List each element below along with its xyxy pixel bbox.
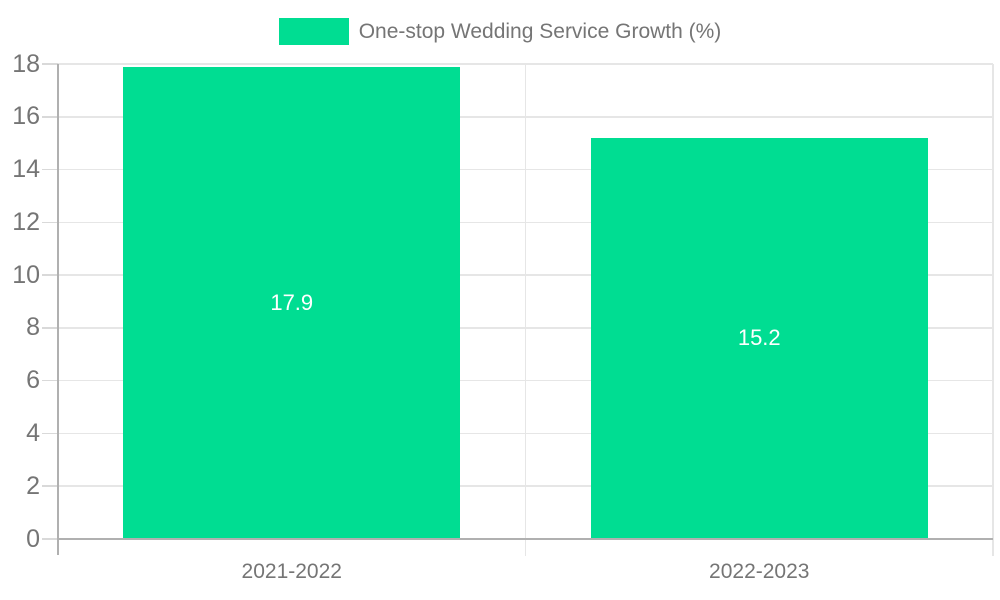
y-axis-tick — [42, 274, 58, 276]
y-axis-tick — [42, 485, 58, 487]
bar[interactable] — [123, 66, 461, 539]
category-boundary-line — [524, 64, 527, 556]
y-axis-tick — [42, 327, 58, 329]
y-axis-label: 4 — [26, 418, 40, 447]
y-axis-label: 18 — [12, 49, 40, 78]
y-axis-label: 2 — [26, 471, 40, 500]
y-axis-tick — [42, 63, 58, 65]
bar-value-label: 15.2 — [737, 325, 781, 351]
legend-label: One-stop Wedding Service Growth (%) — [358, 19, 722, 43]
bar[interactable] — [590, 137, 928, 539]
y-axis-tick — [42, 379, 58, 382]
y-axis-label: 8 — [26, 313, 40, 342]
y-axis-label: 16 — [12, 102, 40, 131]
category-boundary-line — [992, 64, 994, 556]
y-axis-label: 0 — [26, 524, 40, 553]
bar-value-label: 17.9 — [270, 289, 314, 315]
y-axis-line — [57, 64, 59, 555]
y-axis-tick — [42, 432, 58, 435]
y-axis-tick — [42, 221, 58, 224]
y-axis-tick — [42, 168, 58, 171]
x-axis-label: 2022-2023 — [709, 560, 810, 583]
legend[interactable]: One-stop Wedding Service Growth (%) — [0, 18, 1000, 45]
y-axis-label: 10 — [12, 260, 40, 289]
legend-swatch — [278, 18, 349, 45]
y-axis-tick — [42, 538, 58, 540]
y-axis-tick — [42, 116, 58, 118]
x-axis-label: 2021-2022 — [241, 560, 342, 583]
y-axis-label: 14 — [12, 155, 40, 184]
y-axis-label: 6 — [26, 366, 40, 395]
x-axis-line — [58, 538, 993, 540]
y-axis-label: 12 — [12, 207, 40, 236]
